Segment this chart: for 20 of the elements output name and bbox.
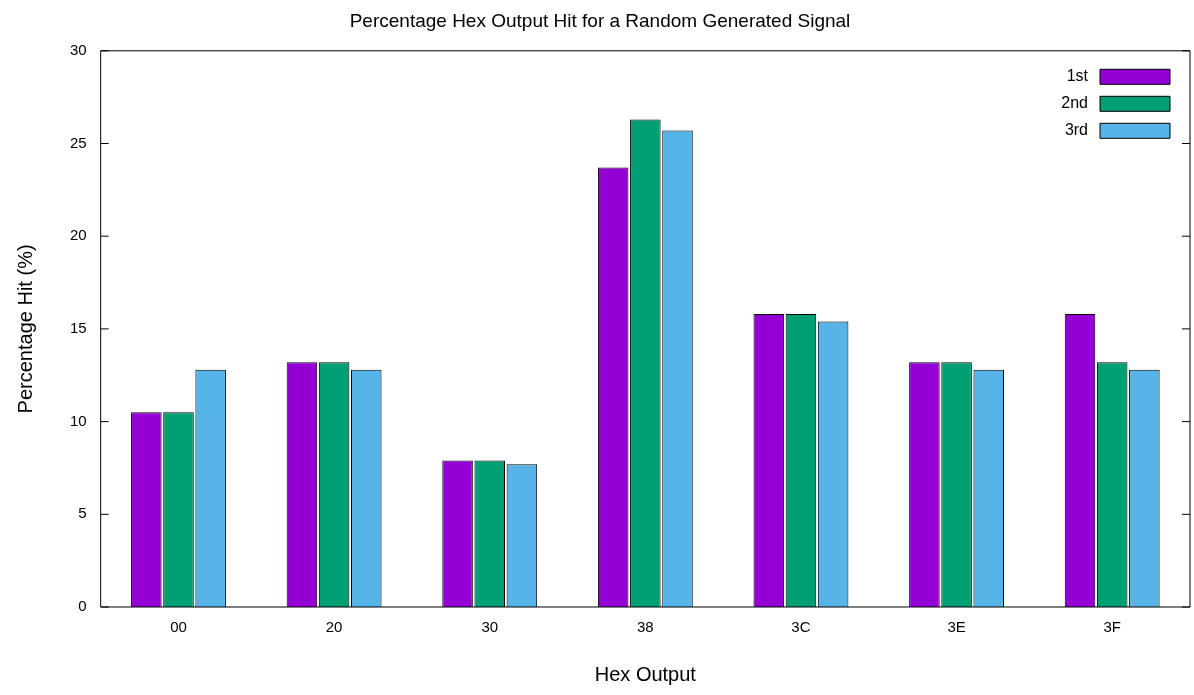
x-tick-label: 3F <box>1103 618 1121 636</box>
y-tick-label: 25 <box>70 133 87 151</box>
x-tick-label: 30 <box>481 618 499 636</box>
y-tick-label: 5 <box>78 504 87 522</box>
legend-label: 2nd <box>1061 94 1088 112</box>
y-tick-label: 0 <box>78 597 87 615</box>
x-tick-label: 3C <box>791 618 811 636</box>
legend-label: 1st <box>1066 67 1089 85</box>
legend-label: 3rd <box>1064 121 1088 139</box>
chart-title: Percentage Hex Output Hit for a Random Generated Signal <box>349 9 851 31</box>
x-axis-title: Hex Output <box>594 662 697 685</box>
x-tick-label: 00 <box>170 618 187 636</box>
y-tick-label: 20 <box>70 226 87 244</box>
y-tick-label: 30 <box>70 40 87 58</box>
x-tick-label: 20 <box>325 618 343 636</box>
x-tick-label: 3E <box>947 618 966 636</box>
y-axis-title: Percentage Hit (%) <box>13 244 36 414</box>
x-tick-label: 38 <box>637 618 654 636</box>
y-tick-label: 15 <box>70 319 87 337</box>
y-tick-label: 10 <box>70 411 87 429</box>
